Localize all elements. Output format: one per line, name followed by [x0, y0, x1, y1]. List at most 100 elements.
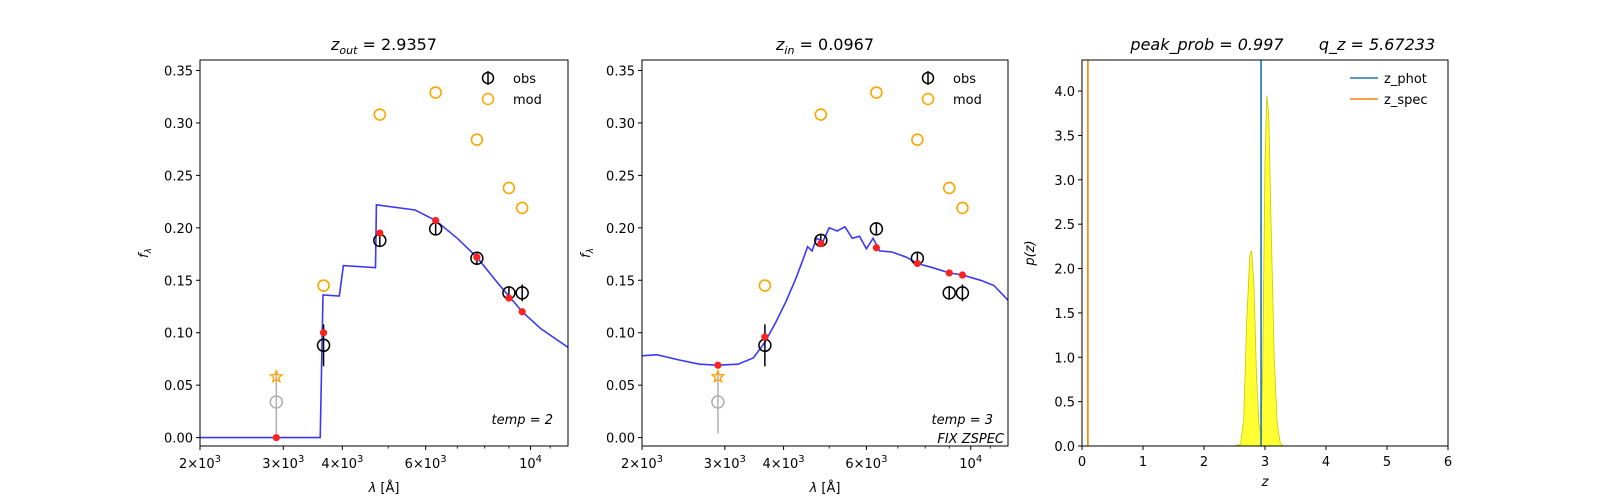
y-tick-label: 1.5 — [1054, 307, 1075, 322]
template-filter-point — [817, 239, 825, 248]
y-tick-label: 0.15 — [606, 274, 635, 289]
y-tick-label: 3.0 — [1054, 174, 1075, 189]
y-tick-label: 0.25 — [164, 169, 193, 184]
y-tick-label: 1.0 — [1054, 351, 1075, 366]
model-point — [373, 108, 387, 121]
y-tick-label: 0.30 — [164, 117, 193, 132]
obs-point — [942, 286, 956, 300]
x-tick-label: 4×103 — [763, 454, 805, 472]
obs-point — [515, 286, 529, 300]
y-tick-label: 0.20 — [164, 222, 193, 237]
model-point — [470, 133, 484, 147]
legend-label-obs: obs — [513, 72, 536, 87]
legend-label-z-spec: z_spec — [1384, 93, 1428, 108]
x-axis-label: λ [Å] — [368, 480, 400, 496]
x-tick-label: 2×103 — [621, 454, 663, 472]
y-tick-label: 0.20 — [606, 222, 635, 237]
panel-title: zin = 0.0967 — [775, 35, 874, 57]
pz-fill — [1082, 64, 1387, 447]
template-filter-point — [872, 244, 880, 252]
y-tick-label: 0.5 — [1054, 396, 1075, 411]
x-tick-label: 104 — [519, 454, 542, 472]
x-tick-label: 6 — [1444, 455, 1452, 470]
y-tick-label: 0.35 — [164, 64, 193, 79]
x-axis-label: λ [Å] — [809, 480, 841, 496]
model-point — [911, 133, 924, 147]
y-tick-label: 2.5 — [1054, 218, 1075, 233]
template-line — [200, 203, 568, 439]
template-filter-point — [761, 333, 769, 341]
x-tick-label: 6×103 — [845, 454, 887, 472]
y-tick-label: 0.00 — [164, 432, 193, 447]
model-point — [870, 86, 883, 99]
fix-zspec-annotation: FIX ZSPEC — [937, 432, 1005, 447]
x-tick-label: 3×103 — [262, 454, 304, 472]
legend-label-z-phot: z_phot — [1384, 72, 1427, 87]
y-tick-label: 3.5 — [1054, 129, 1075, 144]
y-tick-label: 0.10 — [606, 327, 635, 342]
y-tick-label: 0.05 — [164, 379, 193, 394]
legend-mod-marker — [921, 92, 935, 106]
model-star-marker — [710, 368, 726, 384]
template-filter-point — [432, 216, 440, 225]
y-tick-label: 0.15 — [164, 274, 193, 289]
panel-title: zout = 2.9357 — [330, 35, 437, 57]
x-axis-label: z — [1261, 475, 1270, 490]
y-tick-label: 4.0 — [1054, 85, 1075, 100]
legend-label-obs: obs — [953, 72, 976, 87]
template-filter-point — [945, 269, 953, 277]
model-point — [515, 201, 529, 215]
x-tick-label: 5 — [1383, 455, 1391, 470]
y-tick-label: 2.0 — [1054, 263, 1075, 278]
axes-frame — [199, 59, 569, 447]
obs-point — [955, 286, 970, 300]
x-tick-label: 2×103 — [179, 454, 221, 472]
y-axis-label: fλ — [579, 248, 596, 258]
sed-panel-1: 0.00 0.05 0.10 0.15 0.20 0.25 0.30 0.35 2×103 3×1… — [137, 35, 569, 496]
obs-point — [869, 222, 884, 236]
model-point — [956, 201, 969, 215]
x-tick-label: 3×103 — [704, 454, 746, 472]
x-tick-label: 3 — [1261, 455, 1269, 470]
title-q-z: q_z = 5.67233 — [1319, 35, 1435, 55]
template-filter-point — [958, 271, 967, 279]
template-filter-point — [714, 361, 722, 369]
x-tick-label: 6×103 — [405, 454, 447, 472]
x-tick-label: 0 — [1078, 455, 1086, 470]
y-tick-label: 0.10 — [164, 327, 193, 342]
template-annotation: temp = 2 — [492, 413, 553, 428]
template-line — [642, 225, 1008, 367]
upper-limit-point — [711, 395, 725, 409]
model-point — [502, 181, 516, 195]
template-annotation: temp = 3 — [932, 413, 993, 428]
x-tick-label: 104 — [959, 454, 982, 472]
pz-panel: 0.0 0.5 1.0 1.5 2.0 2.5 3.0 3.5 4.0 0 1 2 3 4 5 6 z_phot… — [1023, 35, 1452, 490]
x-tick-label: 1 — [1139, 455, 1147, 470]
axes-frame — [641, 59, 1009, 447]
y-tick-label: 0.05 — [606, 379, 635, 394]
y-tick-label: 0.30 — [606, 117, 635, 132]
y-tick-label: 0.25 — [606, 169, 635, 184]
model-point — [317, 279, 330, 292]
y-axis-label: p(z) — [1023, 240, 1038, 266]
title-peak-prob: peak_prob = 0.997 — [1129, 35, 1284, 55]
template-filter-point — [473, 253, 481, 261]
model-point — [429, 86, 442, 99]
obs-point — [470, 251, 484, 265]
y-axis-label: fλ — [137, 248, 154, 258]
legend-obs-marker — [481, 71, 495, 85]
x-tick-label: 4×103 — [321, 454, 363, 472]
model-point — [814, 108, 828, 121]
model-point — [942, 181, 956, 195]
upper-limit-point — [269, 395, 284, 409]
axes-frame — [1081, 59, 1449, 447]
legend-label-mod: mod — [953, 93, 982, 108]
x-tick-label: 2 — [1200, 455, 1208, 470]
legend-obs-marker — [921, 71, 935, 85]
model-point — [758, 279, 772, 292]
template-filter-point — [272, 434, 280, 442]
template-filter-point — [518, 308, 526, 316]
template-filter-point — [376, 229, 384, 237]
